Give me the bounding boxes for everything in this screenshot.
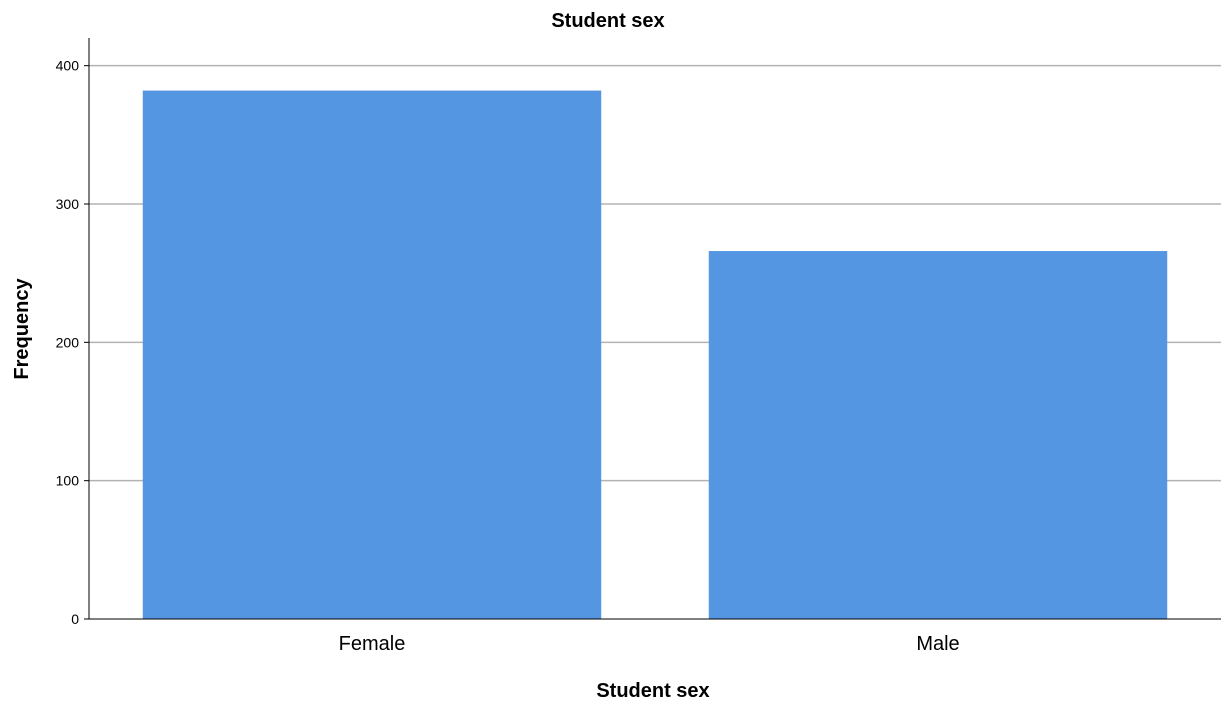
- axes: [88, 38, 1221, 620]
- y-tick-label-200: 200: [56, 334, 80, 350]
- y-tick-labels: 0 100 200 300 400: [56, 58, 89, 627]
- y-tick-label-400: 400: [56, 58, 80, 74]
- x-tick-label-male: Male: [916, 633, 959, 655]
- y-axis-label: Frequency: [11, 278, 33, 380]
- bar-male: [708, 251, 1168, 620]
- x-tick-label-female: Female: [339, 633, 406, 655]
- y-tick-label-100: 100: [56, 473, 80, 489]
- y-tick-label-300: 300: [56, 196, 80, 212]
- x-tick-labels: Female Male: [339, 633, 960, 655]
- x-axis-label: Student sex: [596, 680, 709, 702]
- bars: [142, 90, 1168, 620]
- bar-female: [142, 90, 602, 620]
- chart-title: Student sex: [551, 10, 664, 32]
- y-tick-label-0: 0: [71, 611, 79, 627]
